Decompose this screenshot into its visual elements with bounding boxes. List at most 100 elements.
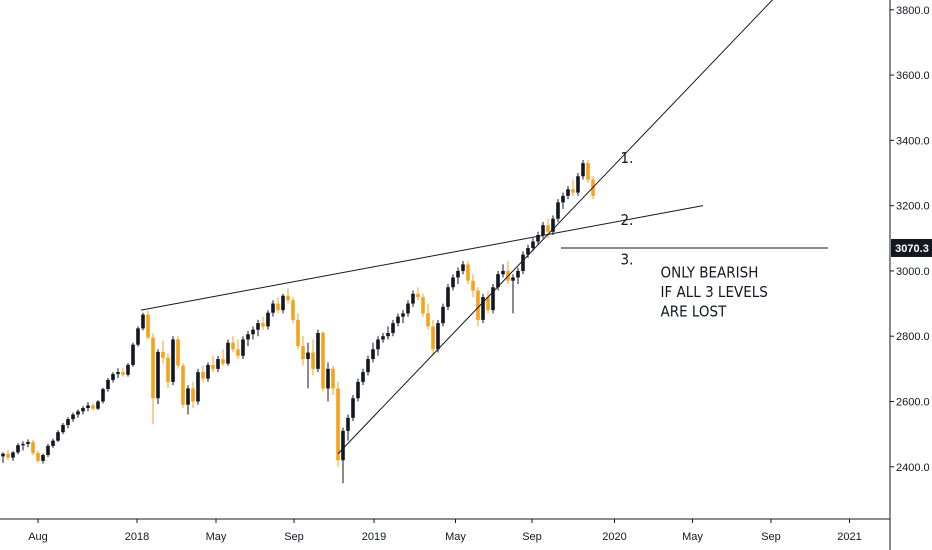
time-tick-label: May <box>682 531 703 543</box>
candle-body <box>536 235 540 242</box>
candle-body <box>156 351 160 399</box>
candle-body <box>231 342 235 350</box>
candle-body <box>526 248 530 255</box>
candle-body <box>491 287 495 311</box>
candle-body <box>46 445 50 456</box>
price-tick-label: 3600.0 <box>896 70 930 82</box>
time-tick-label: Sep <box>522 531 542 543</box>
candle-body <box>76 411 80 415</box>
candle-body <box>386 332 390 337</box>
candle-body <box>181 365 185 405</box>
candle-body <box>581 163 585 177</box>
candle-body <box>326 368 330 389</box>
time-tick-label: 2018 <box>125 531 149 543</box>
candle-body <box>441 306 445 324</box>
candle-body <box>36 453 40 461</box>
price-tick-label: 3200.0 <box>896 201 930 213</box>
candle-body <box>41 455 45 461</box>
candle-body <box>301 346 305 360</box>
annotation-label: 3. <box>621 250 634 268</box>
candle-body <box>136 328 140 345</box>
candle-body <box>541 225 545 236</box>
candle-body <box>256 323 260 330</box>
candle-body <box>381 336 385 340</box>
candle-body <box>366 359 370 373</box>
candle-body <box>226 342 230 364</box>
candle-body <box>141 314 145 329</box>
candle-body <box>61 424 65 433</box>
candle-body <box>476 290 480 320</box>
candle-body <box>236 349 240 356</box>
candle-body <box>171 339 175 382</box>
candle-body <box>96 401 100 409</box>
candle-body <box>121 372 125 375</box>
time-tick-label: 2019 <box>362 531 386 543</box>
candle-body <box>331 368 335 389</box>
candle-body <box>16 445 20 453</box>
candle-body <box>336 388 340 461</box>
candle-body <box>576 176 580 193</box>
candle-body <box>161 351 165 358</box>
candle-body <box>31 441 35 454</box>
candle-body <box>286 295 290 301</box>
candle-body <box>261 323 265 327</box>
candle-body <box>281 295 285 311</box>
candle-body <box>511 277 515 281</box>
candle-body <box>126 364 130 375</box>
candle-body <box>376 339 380 350</box>
candle-body <box>456 270 460 278</box>
time-tick-label: 2021 <box>837 531 861 543</box>
candle-body <box>246 334 250 340</box>
time-tick-label: Aug <box>28 531 48 543</box>
candle-body <box>296 319 300 346</box>
candle-body <box>316 332 320 369</box>
candle-body <box>111 374 115 380</box>
annotation-label: ARE LOST <box>661 303 728 321</box>
candle-body <box>496 274 500 288</box>
candle-body <box>446 287 450 307</box>
candle-body <box>56 432 60 441</box>
candle-body <box>271 303 275 313</box>
candle-body <box>26 441 30 444</box>
candle-body <box>276 303 280 311</box>
candle-body <box>176 339 180 366</box>
candle-body <box>241 339 245 356</box>
candle-body <box>421 297 425 314</box>
candle-body <box>51 440 55 446</box>
candle-body <box>586 163 590 180</box>
candle-body <box>471 280 475 291</box>
candle-body <box>396 316 400 324</box>
time-tick-label: May <box>445 531 466 543</box>
candle-body <box>86 405 90 409</box>
candle-body <box>406 303 410 314</box>
price-tick-label: 3000.0 <box>896 266 930 278</box>
candle-body <box>71 414 75 420</box>
candle-body <box>361 372 365 382</box>
annotation-label: IF ALL 3 LEVELS <box>661 283 768 301</box>
candle-body <box>461 264 465 271</box>
candle-body <box>451 277 455 288</box>
candle-body <box>116 372 120 375</box>
candle-body <box>101 389 105 402</box>
annotation-label: ONLY BEARISH <box>661 263 759 281</box>
candle-body <box>436 323 440 350</box>
time-tick-label: May <box>206 531 227 543</box>
candle-body <box>211 364 215 369</box>
time-tick-label: 2020 <box>602 531 626 543</box>
candle-body <box>11 452 15 458</box>
trendline[interactable] <box>337 0 788 455</box>
candle-body <box>311 352 315 369</box>
candle-body <box>561 195 565 203</box>
candle-body <box>546 225 550 232</box>
candle-body <box>1 453 5 457</box>
candle-body <box>146 314 150 338</box>
trendline[interactable] <box>140 205 704 311</box>
candle-body <box>166 357 170 382</box>
price-tick-label: 3800.0 <box>896 5 930 17</box>
candle-body <box>196 372 200 402</box>
last-price-label: 3070.3 <box>895 243 929 255</box>
candle-body <box>66 419 70 425</box>
candle-body <box>151 337 155 399</box>
candle-body <box>551 218 555 232</box>
